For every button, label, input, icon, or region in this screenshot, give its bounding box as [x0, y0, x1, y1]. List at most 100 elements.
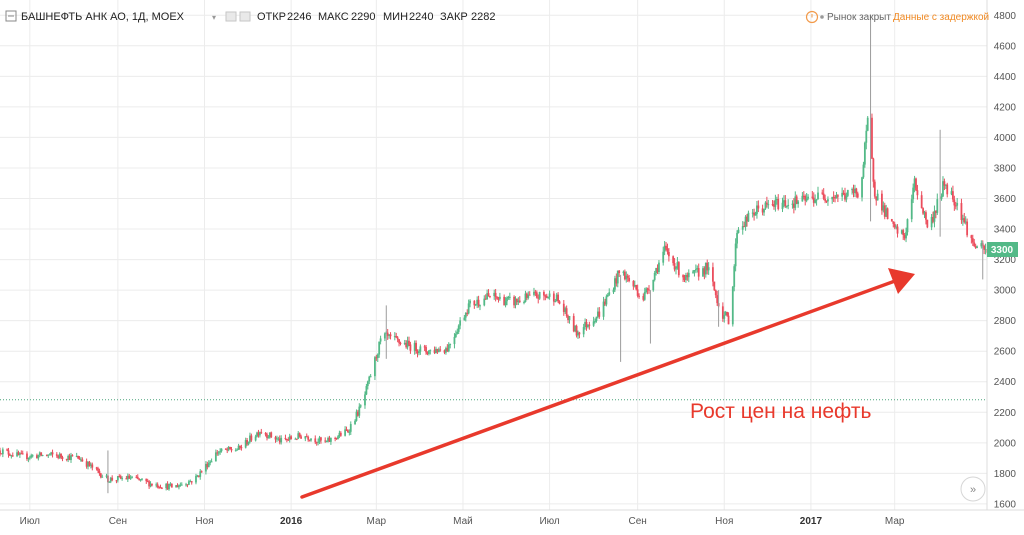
- candle-body: [764, 202, 767, 209]
- candle-body: [751, 212, 754, 214]
- x-tick-label: Июл: [539, 516, 559, 527]
- candle-body: [893, 223, 896, 228]
- candle-body: [734, 243, 737, 267]
- candle-body: [195, 475, 197, 483]
- candle-body: [595, 316, 598, 322]
- candle-body: [980, 243, 983, 247]
- candle-body: [0, 453, 3, 455]
- candle-body: [327, 437, 329, 441]
- candle-body: [294, 438, 297, 440]
- candle-body: [675, 268, 677, 270]
- double-chevron-right-icon[interactable]: »: [970, 484, 976, 496]
- open-label: ОТКР: [257, 11, 286, 23]
- candle-body: [126, 475, 129, 480]
- candle-body: [383, 333, 386, 339]
- y-tick-label: 3000: [994, 286, 1017, 297]
- candle-body: [77, 455, 80, 459]
- candle-body: [176, 485, 179, 488]
- candle-body: [71, 455, 74, 457]
- candle-body: [324, 440, 327, 442]
- candle-body: [851, 189, 853, 191]
- candle-body: [230, 449, 233, 451]
- candle-body: [721, 306, 724, 319]
- candle-body: [118, 476, 121, 478]
- eye-icon[interactable]: [225, 11, 237, 22]
- candle-body: [885, 208, 888, 217]
- candle-body: [85, 461, 88, 467]
- candle-body: [524, 293, 527, 302]
- candle-body: [446, 348, 449, 352]
- candle-body: [944, 184, 947, 186]
- candle-body: [418, 351, 420, 354]
- candle-body: [754, 214, 757, 216]
- candle-body: [219, 451, 222, 453]
- candle-body: [226, 449, 229, 451]
- candle-body: [552, 293, 555, 302]
- scroll-to-realtime-button[interactable]: [960, 476, 986, 502]
- candle-body: [136, 476, 139, 479]
- candle-body: [952, 191, 954, 200]
- high-label: МАКС: [318, 11, 349, 23]
- candle-body: [484, 298, 487, 300]
- candle-body: [890, 219, 893, 222]
- candle-body: [348, 431, 351, 433]
- candle-body: [489, 295, 491, 297]
- candle-body: [922, 208, 924, 214]
- collapse-icon[interactable]: [5, 10, 17, 22]
- candle-body: [834, 197, 836, 199]
- symbol-title[interactable]: БАШНЕФТЬ АНК АО, 1Д, MOEX: [21, 11, 185, 23]
- candle-body: [831, 196, 834, 200]
- candle-body: [156, 484, 159, 488]
- candle-body: [747, 212, 750, 222]
- candle-body: [568, 316, 571, 321]
- candle-body: [608, 292, 611, 295]
- candle-body: [605, 296, 608, 305]
- candle-body: [246, 440, 249, 445]
- candle-body: [514, 298, 517, 306]
- data-delay-link[interactable]: Данные с задержкой: [893, 12, 989, 23]
- candle-body: [844, 193, 846, 200]
- candle-body: [317, 441, 320, 443]
- settings-icon[interactable]: [239, 11, 251, 22]
- candle-body: [625, 275, 628, 280]
- x-tick-label: Сен: [628, 516, 646, 527]
- clock-icon: [805, 10, 819, 24]
- candle-body: [527, 294, 530, 298]
- chevron-down-icon[interactable]: ▾: [212, 13, 216, 22]
- time-axis: Июл Сен Ноя 2016 Мар Май Июл Сен Ноя 2017 Мар: [20, 516, 905, 527]
- candle-body: [656, 268, 659, 272]
- candle-body: [903, 235, 906, 239]
- candle-body: [206, 463, 209, 468]
- candle-body: [558, 301, 561, 304]
- candle-body: [30, 455, 33, 458]
- candle-body: [415, 342, 418, 352]
- candle-body: [108, 481, 111, 483]
- x-tick-label: 2016: [280, 516, 303, 527]
- candle-body: [80, 459, 82, 461]
- candle-body: [487, 293, 490, 296]
- candle-body: [427, 350, 430, 354]
- high-value: 2290: [351, 11, 375, 23]
- candle-body: [663, 245, 666, 252]
- candle-body: [408, 340, 410, 345]
- candle-body: [138, 478, 141, 480]
- candle-body: [567, 315, 569, 321]
- candle-body: [234, 450, 237, 452]
- candle-body: [523, 301, 525, 303]
- candle-body: [707, 267, 710, 271]
- candle-body: [694, 269, 697, 271]
- candle-body: [896, 226, 899, 234]
- candle-body: [964, 221, 967, 223]
- candle-body: [50, 452, 53, 455]
- candle-body: [814, 199, 817, 203]
- candle-body: [196, 475, 199, 477]
- candle-body: [882, 205, 885, 211]
- candle-body: [65, 458, 68, 460]
- candle-body: [971, 238, 974, 243]
- candle-body: [464, 312, 467, 318]
- candle-body: [437, 349, 440, 353]
- candle-body: [247, 441, 250, 445]
- candle-body: [27, 457, 30, 460]
- candle-body: [105, 475, 108, 477]
- candle-body: [652, 279, 655, 291]
